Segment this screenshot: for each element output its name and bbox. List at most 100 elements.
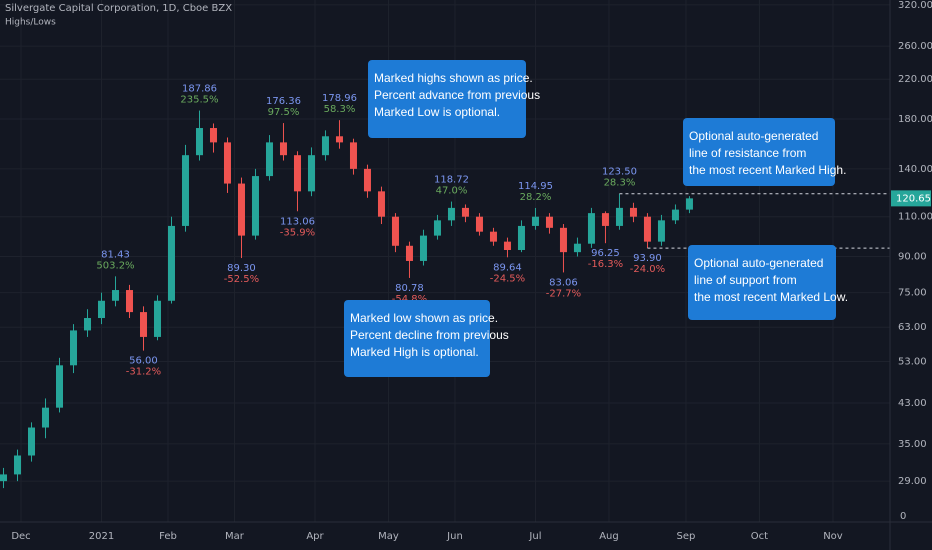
candle-body	[685, 198, 693, 210]
y-tick-label: 90.00	[898, 252, 927, 263]
candle-body	[531, 216, 539, 226]
lows-pct-label: -27.7%	[546, 288, 581, 299]
y-tick-label: 110.00	[898, 212, 932, 223]
callout-text: the most recent Marked High.	[689, 163, 846, 177]
x-tick-label: Apr	[306, 531, 324, 542]
highs-price-label: 176.36	[266, 96, 301, 107]
candle-body	[251, 176, 259, 236]
highs-pct-label: 503.2%	[96, 260, 134, 271]
highs-pct-label: 58.3%	[324, 104, 356, 115]
callout-text: Percent decline from previous	[350, 328, 509, 342]
x-tick-label: Dec	[11, 531, 30, 542]
candle-body	[139, 312, 147, 337]
y-tick-label: 260.00	[898, 41, 932, 52]
callout-text: Marked High is optional.	[350, 345, 479, 359]
candle-body	[433, 220, 441, 236]
candle-body	[293, 155, 301, 192]
candle-body	[335, 136, 343, 143]
candle-body	[153, 300, 161, 337]
y-tick-label: 53.00	[898, 357, 927, 368]
highs-pct-label: 97.5%	[268, 107, 300, 118]
x-tick-label: 2021	[89, 531, 114, 542]
y-tick-label: 320.00	[898, 0, 932, 11]
y-tick-label: 63.00	[898, 322, 927, 333]
candle-body	[587, 213, 595, 244]
x-tick-label: Jul	[528, 531, 541, 542]
candle-body	[419, 235, 427, 261]
highs-pct-label: 47.0%	[436, 186, 468, 197]
callout-text: line of support from	[694, 273, 797, 287]
callout-text: Optional auto-generated	[694, 256, 823, 270]
lows-price-label: 96.25	[591, 248, 620, 259]
lows-pct-label: -35.9%	[280, 227, 315, 238]
lows-price-label: 89.30	[227, 263, 256, 274]
x-tick-label: Sep	[677, 531, 696, 542]
highs-price-label: 123.50	[602, 167, 637, 178]
callouts: Marked highs shown as price. Percent adva…	[344, 60, 848, 377]
candle-body	[601, 213, 609, 226]
candle-body	[97, 300, 105, 319]
axis-corner-label: 0	[900, 511, 906, 522]
x-tick-label: Feb	[159, 531, 177, 542]
candle-body	[181, 155, 189, 226]
y-tick-label: 180.00	[898, 114, 932, 125]
y-tick-label: 35.00	[898, 439, 927, 450]
candle-body	[461, 207, 469, 217]
lows-price-label: 113.06	[280, 216, 315, 227]
x-tick-label: Mar	[225, 531, 245, 542]
candle-body	[237, 183, 245, 236]
y-tick-label: 29.00	[898, 476, 927, 487]
y-tick-label: 140.00	[898, 164, 932, 175]
callout-text: Percent advance from previous	[374, 88, 540, 102]
candle-body	[629, 207, 637, 217]
highs-price-label: 178.96	[322, 93, 357, 104]
candle-body	[223, 142, 231, 184]
x-tick-label: May	[378, 531, 399, 542]
highs-price-label: 114.95	[518, 181, 553, 192]
lows-price-label: 89.64	[493, 262, 522, 273]
candle-body	[559, 227, 567, 253]
candle-body	[307, 155, 315, 192]
callout-box	[344, 300, 490, 377]
candle-body	[55, 365, 63, 408]
last-price-box	[891, 190, 931, 207]
candle-body	[83, 318, 91, 331]
candle-body	[615, 207, 623, 226]
callout-box	[683, 118, 835, 186]
lows-price-label: 83.06	[549, 277, 578, 288]
chart-title: Silvergate Capital Corporation, 1D, Cboe…	[5, 3, 232, 14]
y-tick-label: 43.00	[898, 398, 927, 409]
lows-pct-label: -52.5%	[224, 274, 259, 285]
highs-price-label: 118.72	[434, 175, 469, 186]
candle-body	[643, 216, 651, 242]
highs-pct-label: 235.5%	[180, 95, 218, 106]
candle-body	[321, 136, 329, 156]
candle-body	[167, 225, 175, 301]
highs-price-label: 81.43	[101, 249, 130, 260]
x-tick-label: Oct	[751, 531, 768, 542]
y-tick-label: 75.00	[898, 288, 927, 299]
candle-body	[111, 290, 119, 301]
axes: 320.00 260.00 220.00 180.00 140.00 110.00 90.0…	[11, 0, 932, 542]
x-tick-label: Jun	[446, 531, 463, 542]
lows-pct-label: -24.0%	[630, 264, 665, 275]
candle-body	[475, 216, 483, 232]
candle-body	[671, 209, 679, 221]
callout-text: Marked low shown as price.	[350, 311, 498, 325]
candle-body	[209, 128, 217, 143]
candle-body	[13, 455, 21, 475]
candle-body	[27, 427, 35, 456]
candle-body	[657, 220, 665, 242]
candle-body	[377, 191, 385, 217]
candle-body	[265, 142, 273, 177]
candle-body	[517, 225, 525, 250]
callout-text: Optional auto-generated	[689, 129, 818, 143]
candle-body	[447, 207, 455, 221]
lows-pct-label: -24.5%	[490, 273, 525, 284]
lows-pct-label: -54.8%	[392, 294, 427, 305]
highs-pct-label: 28.2%	[520, 192, 552, 203]
candle-body	[41, 407, 49, 428]
